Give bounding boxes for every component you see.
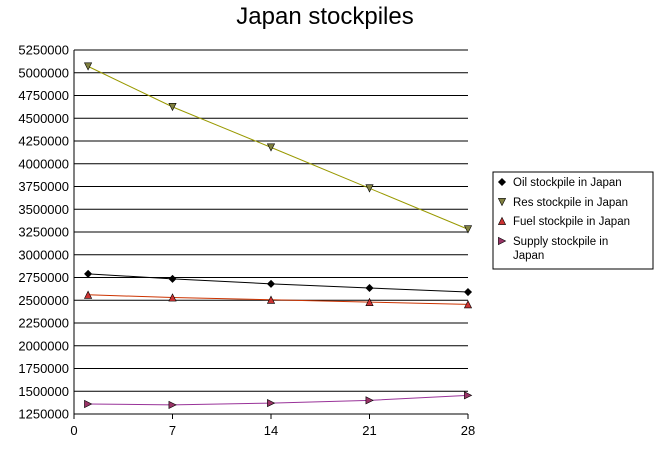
series-3 [83,290,473,309]
data-point [266,295,276,304]
data-point [168,400,177,409]
plot-area [83,62,473,409]
y-tick-label: 4250000 [18,134,69,149]
x-tick-label: 7 [169,423,176,438]
legend-marker [498,236,507,246]
series-1 [84,269,473,297]
data-point [168,293,177,302]
chart-title: Japan stockpiles [236,3,413,30]
data-point [84,269,93,278]
legend-label: Fuel stockpile in Japan [513,216,630,228]
y-tick-label: 2250000 [18,316,69,331]
series-line [88,273,469,293]
series-line [88,394,469,406]
y-tick-label: 1750000 [18,361,69,376]
y-tick-label: 3750000 [18,179,69,194]
data-point [84,399,93,409]
data-point [463,300,473,309]
series-line [88,294,469,305]
y-tick-label: 1500000 [18,384,69,399]
data-point [267,398,276,408]
y-tick-label: 3250000 [18,225,69,240]
legend-marker [497,177,507,187]
y-tick-label: 5250000 [18,43,69,58]
x-tick-label: 28 [461,423,475,438]
series-2 [83,62,473,234]
y-tick-label: 1250000 [18,407,69,422]
axes: 1250000 1500000 1750000 2000000 2250000 25000… [18,43,475,439]
legend-label: Res stockpile in Japan [513,197,628,209]
y-tick-label: 2000000 [18,338,69,353]
data-point [365,396,374,405]
data-point [83,290,93,299]
legend-label: Oil stockpile in Japan [513,177,622,189]
legend-box [492,171,654,270]
legend-label: Supply stockpile in [513,236,608,248]
series-4 [84,391,473,409]
data-point [365,297,374,306]
series-line [87,65,469,230]
legend-marker [497,198,507,207]
y-tick-label: 3500000 [18,202,69,217]
y-tick-label: 4750000 [18,88,69,103]
x-tick-label: 14 [264,423,278,438]
data-point [168,102,177,112]
legend: Oil stockpile in Japan Res stockpile in J… [492,171,654,270]
legend-marker [497,216,507,225]
y-tick-label: 4500000 [18,111,69,126]
data-point [266,279,276,288]
x-tick-label: 21 [362,423,376,438]
y-tick-label: 4000000 [18,156,69,171]
x-tick-label: 0 [70,423,77,438]
y-tick-label: 2750000 [18,270,69,285]
data-point [365,184,374,193]
y-tick-label: 2500000 [18,293,69,308]
data-point [266,143,276,152]
y-tick-label: 3000000 [18,247,69,262]
legend-label: Japan [513,250,544,262]
data-point [463,225,473,234]
grid-lines [74,49,468,415]
data-point [168,274,177,283]
data-point [463,288,473,297]
data-point [365,283,374,292]
data-point [83,62,93,71]
data-point [464,391,473,400]
y-tick-label: 5000000 [18,65,69,80]
